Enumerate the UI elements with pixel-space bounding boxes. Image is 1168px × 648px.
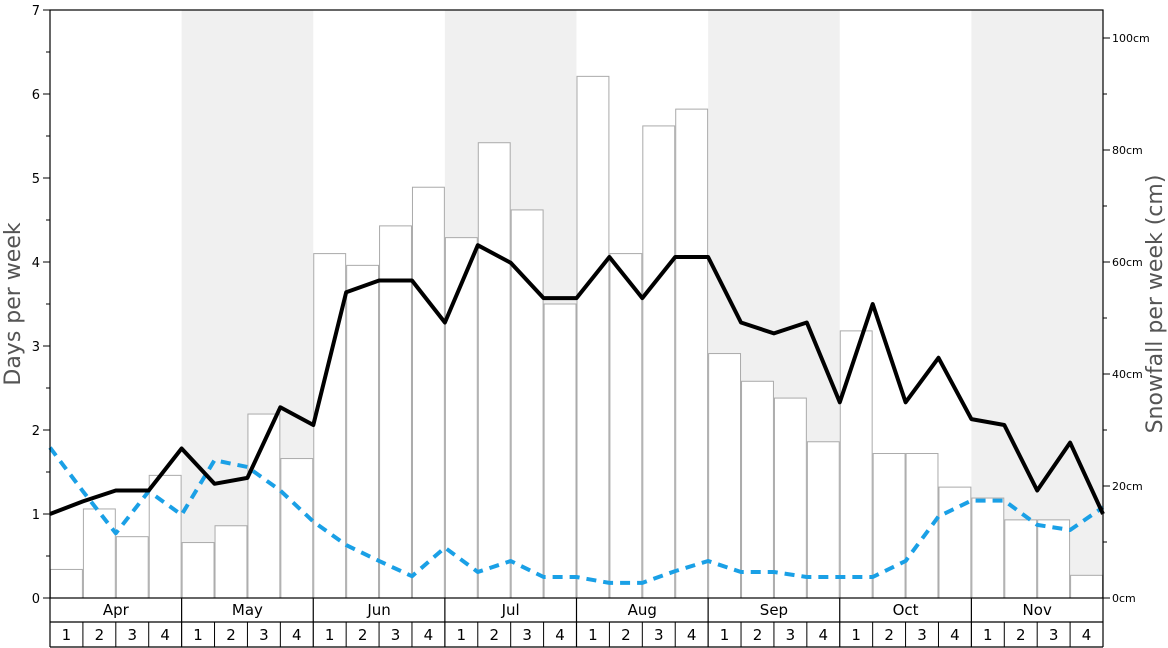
week-label: 4 bbox=[819, 626, 829, 644]
bar-week-16 bbox=[543, 303, 577, 599]
week-label: 1 bbox=[588, 626, 598, 644]
right-tick-label: 80cm bbox=[1112, 144, 1143, 157]
bar-week-18 bbox=[609, 253, 643, 599]
left-tick-label: 2 bbox=[32, 424, 40, 439]
bar-week-30 bbox=[1004, 519, 1038, 599]
bar-week-11 bbox=[379, 225, 412, 599]
left-axis-title: Days per week bbox=[1, 222, 26, 385]
week-label: 2 bbox=[884, 626, 894, 644]
month-label-jul: Jul bbox=[501, 601, 520, 619]
bar-week-20 bbox=[675, 108, 709, 599]
week-label: 3 bbox=[654, 626, 664, 644]
right-tick-label: 60cm bbox=[1112, 256, 1143, 269]
days-line bbox=[49, 243, 1105, 516]
bar-week-3 bbox=[115, 536, 149, 599]
week-label: 1 bbox=[62, 626, 72, 644]
bar-week-14 bbox=[477, 142, 511, 599]
bar-week-6 bbox=[214, 525, 248, 599]
left-tick-label: 3 bbox=[32, 340, 40, 355]
bar-week-2 bbox=[82, 508, 116, 599]
week-label: 3 bbox=[259, 626, 269, 644]
week-label: 2 bbox=[95, 626, 105, 644]
week-label: 1 bbox=[193, 626, 203, 644]
month-label-sep: Sep bbox=[760, 601, 788, 619]
right-tick-label: 0cm bbox=[1112, 592, 1136, 605]
bar-week-19 bbox=[642, 125, 676, 599]
week-label: 4 bbox=[292, 626, 302, 644]
week-label: 3 bbox=[522, 626, 532, 644]
bar-week-8 bbox=[280, 458, 314, 599]
weekly-bars bbox=[50, 75, 1103, 599]
bar-week-27 bbox=[905, 453, 939, 599]
bar-week-10 bbox=[346, 264, 380, 599]
bar-week-9 bbox=[313, 253, 347, 599]
left-tick-label: 7 bbox=[32, 4, 40, 19]
bar-week-5 bbox=[181, 542, 215, 599]
week-label: 4 bbox=[555, 626, 565, 644]
bar-week-17 bbox=[576, 75, 610, 599]
week-label: 3 bbox=[917, 626, 927, 644]
bar-week-24 bbox=[806, 441, 840, 599]
bar-week-23 bbox=[773, 397, 807, 599]
week-label: 3 bbox=[391, 626, 401, 644]
bar-week-4 bbox=[148, 474, 182, 599]
right-tick-label: 40cm bbox=[1112, 368, 1143, 381]
week-label: 1 bbox=[851, 626, 861, 644]
bar-week-21 bbox=[708, 353, 742, 599]
week-label: 2 bbox=[358, 626, 368, 644]
week-label: 2 bbox=[489, 626, 499, 644]
left-tick-label: 1 bbox=[32, 508, 40, 523]
week-label: 3 bbox=[127, 626, 137, 644]
month-label-jun: Jun bbox=[366, 601, 390, 619]
bar-week-29 bbox=[971, 497, 1005, 599]
left-tick-label: 6 bbox=[32, 88, 40, 103]
left-tick-label: 5 bbox=[32, 172, 40, 187]
left-axis: 0 1 2 3 4 5 6 7 bbox=[32, 4, 50, 607]
week-label: 3 bbox=[786, 626, 796, 644]
week-label: 4 bbox=[424, 626, 434, 644]
week-label: 4 bbox=[950, 626, 960, 644]
right-tick-label: 20cm bbox=[1112, 480, 1143, 493]
bar-week-22 bbox=[741, 380, 774, 599]
right-axis: 0cm 20cm 40cm 60cm 80cm 100cm bbox=[1103, 32, 1150, 605]
week-label: 2 bbox=[621, 626, 631, 644]
month-label-aug: Aug bbox=[628, 601, 657, 619]
left-tick-label: 0 bbox=[32, 592, 40, 607]
month-label-apr: Apr bbox=[103, 601, 130, 619]
week-label: 1 bbox=[325, 626, 335, 644]
week-label: 3 bbox=[1049, 626, 1059, 644]
bar-week-13 bbox=[444, 237, 478, 599]
snowfall-line bbox=[48, 446, 1105, 585]
week-label: 4 bbox=[160, 626, 170, 644]
right-tick-label: 100cm bbox=[1112, 32, 1150, 45]
bar-week-32 bbox=[1070, 574, 1103, 599]
month-label-may: May bbox=[232, 601, 263, 619]
month-label-nov: Nov bbox=[1023, 601, 1052, 619]
week-label: 1 bbox=[720, 626, 730, 644]
week-label: 2 bbox=[226, 626, 236, 644]
bar-week-1 bbox=[50, 568, 83, 599]
week-label: 4 bbox=[1082, 626, 1092, 644]
bar-week-25 bbox=[839, 330, 873, 599]
right-axis-title: Snowfall per week (cm) bbox=[1143, 175, 1168, 434]
bar-week-28 bbox=[938, 486, 972, 599]
week-label: 1 bbox=[983, 626, 993, 644]
trend-lines bbox=[48, 243, 1105, 585]
bar-week-31 bbox=[1037, 519, 1071, 599]
month-label-oct: Oct bbox=[893, 601, 919, 619]
week-label: 4 bbox=[687, 626, 697, 644]
left-tick-label: 4 bbox=[32, 256, 40, 271]
x-axis: Apr 1 2 3 4 May 1 2 3 4 Jun 1 2 3 4 Jul 1 2 3 4 Aug 1 2 3 4 Sep 1 2… bbox=[49, 598, 1104, 648]
week-label: 2 bbox=[1016, 626, 1026, 644]
week-label: 2 bbox=[753, 626, 763, 644]
week-label: 1 bbox=[457, 626, 467, 644]
bar-week-12 bbox=[411, 186, 445, 599]
